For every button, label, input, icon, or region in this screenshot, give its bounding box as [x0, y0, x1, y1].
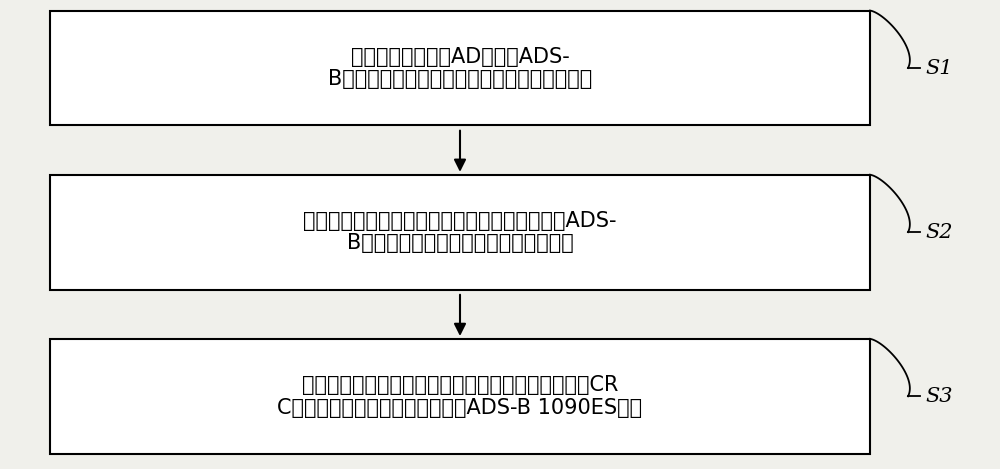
Text: B信号进行报头检测，获取报头信息和参考功率: B信号进行报头检测，获取报头信息和参考功率	[328, 69, 592, 89]
Text: S3: S3	[925, 387, 952, 406]
Text: S1: S1	[925, 59, 952, 77]
Text: 根据所标定的置信度的高低对解调的比特位进行强力CR: 根据所标定的置信度的高低对解调的比特位进行强力CR	[302, 375, 618, 395]
Text: 根据所述参考功率，采用基线多样点技术对所述ADS-: 根据所述参考功率，采用基线多样点技术对所述ADS-	[303, 211, 617, 231]
Bar	[50, 175, 870, 290]
Text: C纠错，最终输出目标位数比特的ADS-B 1090ES报文: C纠错，最终输出目标位数比特的ADS-B 1090ES报文	[277, 398, 643, 417]
Bar	[50, 11, 870, 126]
Text: B信号进行比特位的解调和置信度的标定: B信号进行比特位的解调和置信度的标定	[347, 234, 573, 253]
Bar	[50, 339, 870, 454]
Text: 对按预设倍率进行AD采样的ADS-: 对按预设倍率进行AD采样的ADS-	[351, 47, 569, 67]
Text: S2: S2	[925, 223, 952, 242]
